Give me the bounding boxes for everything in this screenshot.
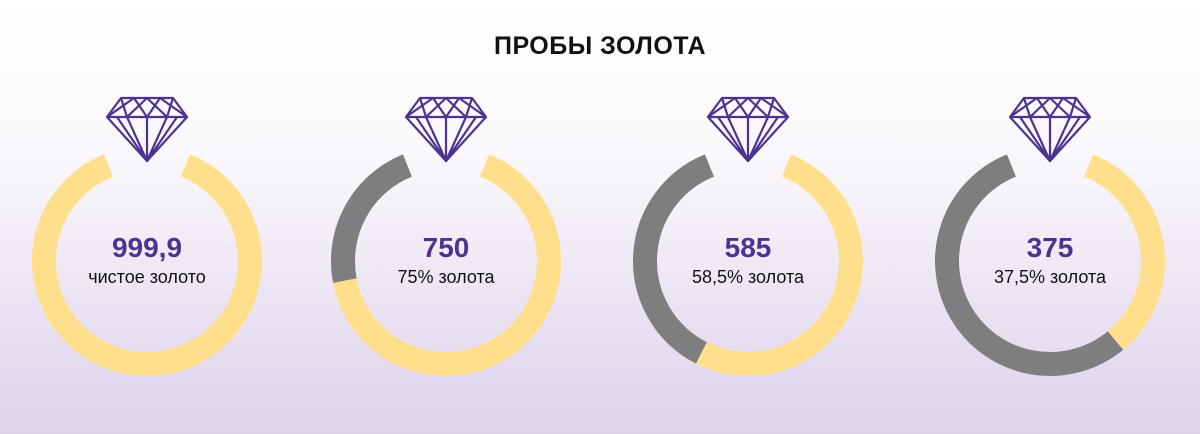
ring-alloy-segment [331, 154, 413, 283]
ring-value: 999,9 [112, 232, 182, 263]
ring-value: 375 [1027, 232, 1074, 263]
ring-label: 37,5% золота [994, 267, 1107, 287]
gold-ring-2: 750 75% золота [331, 96, 561, 376]
page-title: ПРОБЫ ЗОЛОТА [493, 32, 707, 60]
diamond-icon [105, 96, 189, 163]
ring-gold-segment [1083, 154, 1165, 350]
ring-label: 58,5% золота [692, 267, 805, 287]
diamond-icon [706, 96, 790, 163]
ring-gold-segment [696, 154, 863, 376]
ring-alloy-segment [633, 154, 715, 364]
ring-value: 750 [423, 232, 470, 263]
gold-ring-1: 999,9 чистое золото [32, 96, 262, 376]
ring-label: чистое золото [88, 267, 206, 287]
diamond-icon [1008, 96, 1092, 163]
ring-value: 585 [725, 232, 772, 263]
gold-ring-3: 585 58,5% золота [633, 96, 863, 376]
gold-ring-4: 375 37,5% золота [935, 96, 1165, 376]
ring-alloy-segment [935, 154, 1124, 376]
ring-label: 75% золота [397, 267, 495, 287]
diamond-icon [404, 96, 488, 163]
ring-gold-segment [32, 154, 262, 376]
ring-gold-segment [333, 154, 561, 376]
